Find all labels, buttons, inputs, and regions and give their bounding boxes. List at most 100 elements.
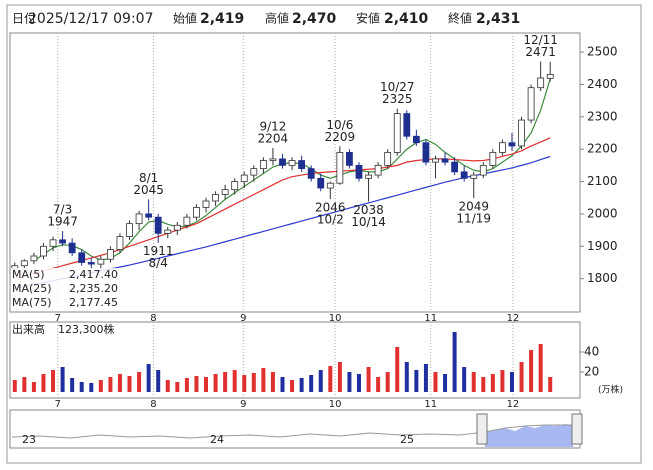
x-tick-label: 9 — [240, 399, 246, 410]
volume-bar — [60, 367, 65, 392]
legend-name: MA(25) — [12, 282, 52, 295]
volume-bar — [51, 370, 56, 392]
header-value: 2,419 — [200, 11, 244, 27]
volume-bar — [318, 370, 323, 392]
annotation-price: 2049 — [458, 200, 489, 214]
candle-body — [508, 142, 516, 147]
volume-bar — [443, 374, 448, 392]
volume-bar — [137, 372, 142, 392]
volume-bar — [184, 378, 189, 392]
candle-body — [412, 135, 420, 144]
volume-bar — [395, 347, 400, 392]
volume-bar — [328, 366, 333, 392]
candle-body — [346, 152, 353, 166]
candle-body — [441, 158, 449, 163]
volume-bar — [98, 380, 103, 392]
volume-bar — [117, 374, 122, 392]
header-label: 日付 — [12, 12, 36, 26]
volume-unit: (万株) — [598, 384, 623, 396]
volume-bar — [471, 372, 476, 392]
candle-body — [546, 74, 554, 79]
candle-body — [183, 216, 191, 226]
ma-line — [14, 137, 551, 280]
y-tick-label: 2100 — [587, 174, 618, 188]
candle-body — [259, 160, 267, 170]
candle-body — [403, 113, 411, 137]
annotation-price: 1947 — [47, 215, 78, 229]
legend-value: 2,235.20 — [69, 282, 118, 295]
annotation-price: 2325 — [382, 92, 413, 106]
y-tick-label: 2500 — [587, 45, 618, 59]
y-tick-label: 2200 — [587, 142, 618, 156]
y-tick-label: 40 — [584, 345, 599, 359]
x-tick-label: 11 — [424, 399, 437, 410]
candle-body — [145, 213, 153, 218]
header-label: 始値 — [173, 11, 197, 26]
volume-bar — [79, 382, 84, 392]
candle-body — [59, 239, 66, 244]
candle-body — [336, 152, 344, 184]
volume-bar — [299, 378, 304, 392]
volume-bar — [356, 374, 361, 392]
navigator-handle[interactable] — [571, 413, 583, 445]
x-tick-label: 11 — [424, 313, 437, 324]
legend-box — [11, 268, 119, 310]
volume-bar — [156, 370, 161, 392]
candle-body — [317, 177, 325, 189]
candle-body — [231, 181, 239, 191]
x-tick-label: 7 — [55, 313, 61, 324]
candle-body — [432, 158, 439, 163]
x-tick-label: 7 — [55, 399, 61, 410]
volume-subtitle: 123,300株 — [58, 322, 115, 336]
volume-bar — [165, 380, 170, 392]
volume-bar — [462, 367, 467, 392]
annotation-price: 2209 — [325, 130, 356, 144]
volume-bar — [490, 374, 495, 392]
x-tick-label: 9 — [240, 313, 246, 324]
navigator-handle[interactable] — [476, 413, 488, 445]
volume-bar — [223, 372, 228, 392]
y-tick-label: 20 — [584, 365, 599, 379]
annotation-price: 2471 — [525, 45, 556, 59]
candle-body — [499, 142, 506, 153]
candle-body — [97, 258, 105, 265]
y-tick-label: 2300 — [587, 109, 618, 123]
y-tick-label: 2400 — [587, 77, 618, 91]
x-tick-label: 10 — [329, 313, 342, 324]
y-tick-label: 2000 — [587, 206, 618, 220]
annotation-date: 12/11 — [523, 33, 558, 47]
legend-value: 2,417.40 — [69, 268, 118, 281]
y-tick-label: 1800 — [587, 271, 618, 285]
navigator-line — [11, 424, 573, 439]
x-tick-label: 12 — [507, 399, 520, 410]
navigator-label: 25 — [400, 433, 414, 446]
volume-bar — [261, 368, 266, 392]
candle-body — [269, 158, 277, 161]
candle-body — [374, 164, 382, 176]
volume-bar — [242, 375, 247, 392]
volume-bar — [385, 372, 390, 392]
candle-body — [279, 158, 286, 166]
annotation-date: 10/14 — [351, 215, 386, 229]
header-value: 2,410 — [384, 11, 429, 27]
candle-body — [479, 164, 487, 176]
candle-body — [116, 236, 124, 250]
candle-body — [393, 113, 401, 153]
annotation-price: 2045 — [133, 183, 164, 197]
x-tick-label: 10 — [329, 399, 342, 410]
volume-bar — [194, 376, 199, 392]
volume-bar — [500, 370, 505, 392]
legend-name: MA(75) — [12, 296, 52, 309]
volume-bar — [548, 377, 553, 392]
annotation-date: 8/4 — [149, 256, 168, 270]
candle-body — [250, 168, 258, 176]
candle-body — [106, 249, 114, 260]
candle-body — [460, 171, 468, 179]
candle-body — [87, 262, 95, 265]
candle-body — [40, 245, 47, 257]
candle-body — [173, 224, 181, 231]
candle-body — [355, 164, 363, 179]
candle-body — [20, 260, 28, 267]
navigator-selection — [485, 424, 573, 447]
